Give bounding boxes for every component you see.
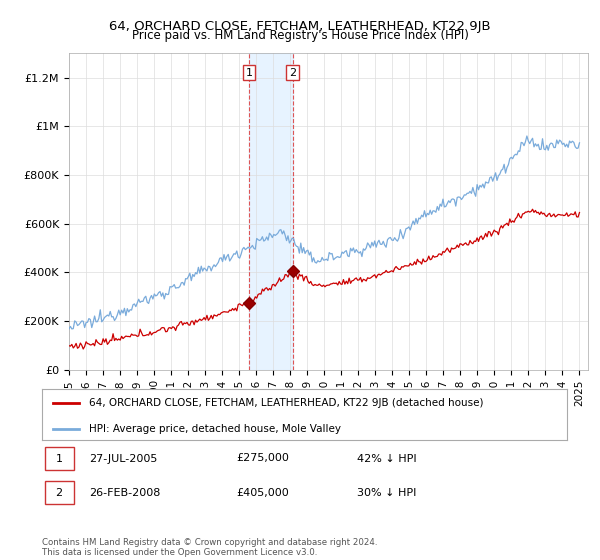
Text: £275,000: £275,000 (236, 454, 289, 464)
Text: 30% ↓ HPI: 30% ↓ HPI (357, 488, 416, 498)
Text: 64, ORCHARD CLOSE, FETCHAM, LEATHERHEAD, KT22 9JB (detached house): 64, ORCHARD CLOSE, FETCHAM, LEATHERHEAD,… (89, 398, 484, 408)
Bar (44, 481, 74, 504)
Text: Price paid vs. HM Land Registry's House Price Index (HPI): Price paid vs. HM Land Registry's House … (131, 29, 469, 42)
Text: 27-JUL-2005: 27-JUL-2005 (89, 454, 158, 464)
Text: 2: 2 (56, 488, 62, 498)
Text: 42% ↓ HPI: 42% ↓ HPI (357, 454, 416, 464)
Text: 2: 2 (289, 68, 296, 78)
Bar (249, 53, 293, 370)
Text: 26-FEB-2008: 26-FEB-2008 (89, 488, 161, 498)
Text: 1: 1 (245, 68, 253, 78)
Text: 64, ORCHARD CLOSE, FETCHAM, LEATHERHEAD, KT22 9JB: 64, ORCHARD CLOSE, FETCHAM, LEATHERHEAD,… (109, 20, 491, 32)
Text: 1: 1 (56, 454, 62, 464)
Text: £405,000: £405,000 (236, 488, 289, 498)
Bar (44, 447, 74, 470)
Text: HPI: Average price, detached house, Mole Valley: HPI: Average price, detached house, Mole… (89, 423, 341, 433)
Text: Contains HM Land Registry data © Crown copyright and database right 2024.
This d: Contains HM Land Registry data © Crown c… (42, 538, 377, 557)
